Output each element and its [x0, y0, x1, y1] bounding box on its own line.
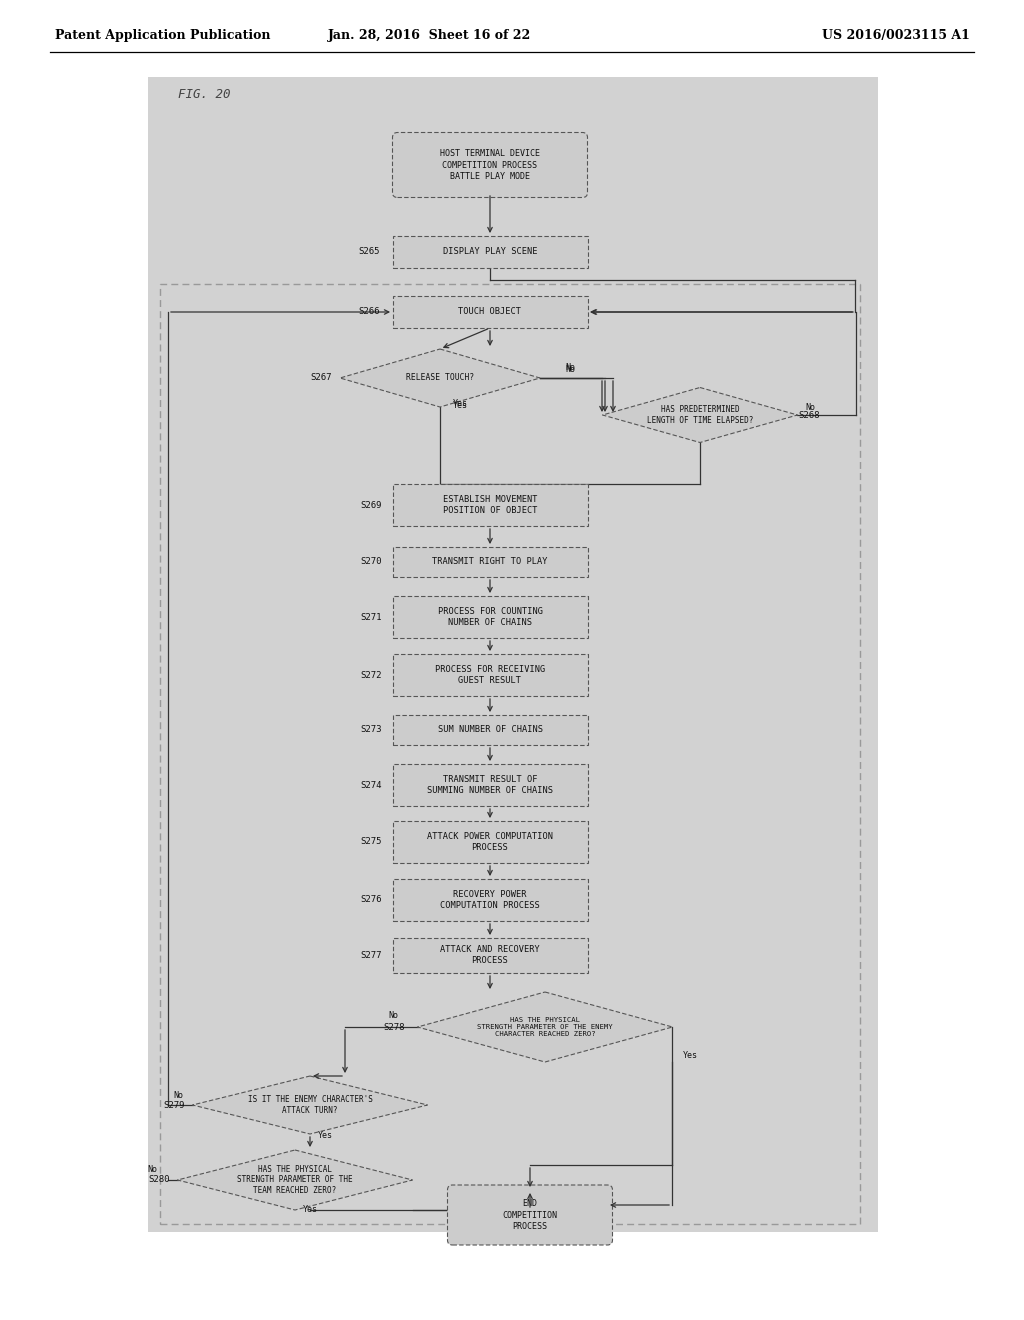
Text: S267: S267	[310, 374, 332, 383]
Text: HOST TERMINAL DEVICE
COMPETITION PROCESS
BATTLE PLAY MODE: HOST TERMINAL DEVICE COMPETITION PROCESS…	[440, 149, 540, 181]
Text: S272: S272	[360, 671, 382, 680]
Text: Yes: Yes	[453, 400, 468, 409]
FancyBboxPatch shape	[392, 546, 588, 577]
Text: RECOVERY POWER
COMPUTATION PROCESS: RECOVERY POWER COMPUTATION PROCESS	[440, 890, 540, 909]
Text: No: No	[565, 363, 575, 372]
Text: DISPLAY PLAY SCENE: DISPLAY PLAY SCENE	[442, 248, 538, 256]
FancyBboxPatch shape	[392, 132, 588, 198]
Text: FIG. 20: FIG. 20	[178, 88, 230, 102]
Text: PROCESS FOR COUNTING
NUMBER OF CHAINS: PROCESS FOR COUNTING NUMBER OF CHAINS	[437, 607, 543, 627]
Text: Yes: Yes	[453, 400, 468, 408]
Polygon shape	[193, 1076, 427, 1134]
Text: HAS THE PHYSICAL
STRENGTH PARAMETER OF THE ENEMY
CHARACTER REACHED ZERO?: HAS THE PHYSICAL STRENGTH PARAMETER OF T…	[477, 1016, 612, 1038]
Polygon shape	[340, 348, 540, 407]
Text: TOUCH OBJECT: TOUCH OBJECT	[459, 308, 521, 317]
FancyBboxPatch shape	[392, 715, 588, 744]
Text: IS IT THE ENEMY CHARACTER'S
ATTACK TURN?: IS IT THE ENEMY CHARACTER'S ATTACK TURN?	[248, 1096, 373, 1114]
Text: S277: S277	[360, 950, 382, 960]
Text: Yes: Yes	[302, 1204, 317, 1213]
Text: No: No	[173, 1090, 183, 1100]
Text: S280: S280	[148, 1176, 170, 1184]
FancyBboxPatch shape	[392, 653, 588, 696]
Text: S271: S271	[360, 612, 382, 622]
Text: ESTABLISH MOVEMENT
POSITION OF OBJECT: ESTABLISH MOVEMENT POSITION OF OBJECT	[442, 495, 538, 515]
FancyBboxPatch shape	[392, 296, 588, 327]
FancyBboxPatch shape	[392, 821, 588, 863]
FancyBboxPatch shape	[392, 484, 588, 525]
Text: No: No	[805, 403, 815, 412]
Polygon shape	[418, 993, 673, 1063]
Text: END
COMPETITION
PROCESS: END COMPETITION PROCESS	[503, 1200, 557, 1230]
Text: HAS PREDETERMINED
LENGTH OF TIME ELAPSED?: HAS PREDETERMINED LENGTH OF TIME ELAPSED…	[647, 405, 754, 425]
FancyBboxPatch shape	[447, 1185, 612, 1245]
FancyBboxPatch shape	[392, 879, 588, 921]
FancyBboxPatch shape	[392, 597, 588, 638]
Text: TRANSMIT RESULT OF
SUMMING NUMBER OF CHAINS: TRANSMIT RESULT OF SUMMING NUMBER OF CHA…	[427, 775, 553, 795]
Text: S279: S279	[164, 1101, 185, 1110]
Text: RELEASE TOUCH?: RELEASE TOUCH?	[406, 374, 474, 383]
Text: PROCESS FOR RECEIVING
GUEST RESULT: PROCESS FOR RECEIVING GUEST RESULT	[435, 665, 545, 685]
Text: S269: S269	[360, 500, 382, 510]
Text: SUM NUMBER OF CHAINS: SUM NUMBER OF CHAINS	[437, 726, 543, 734]
Text: S276: S276	[360, 895, 382, 904]
Text: TRANSMIT RIGHT TO PLAY: TRANSMIT RIGHT TO PLAY	[432, 557, 548, 566]
Text: S268: S268	[799, 411, 820, 420]
Text: Yes: Yes	[683, 1051, 697, 1060]
Text: Patent Application Publication: Patent Application Publication	[55, 29, 270, 41]
Text: HAS THE PHYSICAL
STRENGTH PARAMETER OF THE
TEAM REACHED ZERO?: HAS THE PHYSICAL STRENGTH PARAMETER OF T…	[238, 1166, 353, 1195]
Text: US 2016/0023115 A1: US 2016/0023115 A1	[822, 29, 970, 41]
Text: S265: S265	[358, 248, 380, 256]
Text: ATTACK AND RECOVERY
PROCESS: ATTACK AND RECOVERY PROCESS	[440, 945, 540, 965]
Polygon shape	[177, 1150, 413, 1210]
Text: S270: S270	[360, 557, 382, 566]
Text: S275: S275	[360, 837, 382, 846]
Text: ATTACK POWER COMPUTATION
PROCESS: ATTACK POWER COMPUTATION PROCESS	[427, 832, 553, 851]
Text: No: No	[147, 1166, 157, 1175]
Text: S273: S273	[360, 726, 382, 734]
FancyBboxPatch shape	[148, 77, 878, 1232]
FancyBboxPatch shape	[392, 236, 588, 268]
Polygon shape	[602, 388, 798, 442]
Text: Yes: Yes	[317, 1130, 333, 1139]
Text: Jan. 28, 2016  Sheet 16 of 22: Jan. 28, 2016 Sheet 16 of 22	[329, 29, 531, 41]
Text: No: No	[388, 1011, 398, 1019]
FancyBboxPatch shape	[392, 764, 588, 807]
FancyBboxPatch shape	[392, 937, 588, 973]
Text: S278: S278	[384, 1023, 406, 1031]
Text: S266: S266	[358, 308, 380, 317]
Text: No: No	[565, 364, 575, 374]
Text: S274: S274	[360, 780, 382, 789]
